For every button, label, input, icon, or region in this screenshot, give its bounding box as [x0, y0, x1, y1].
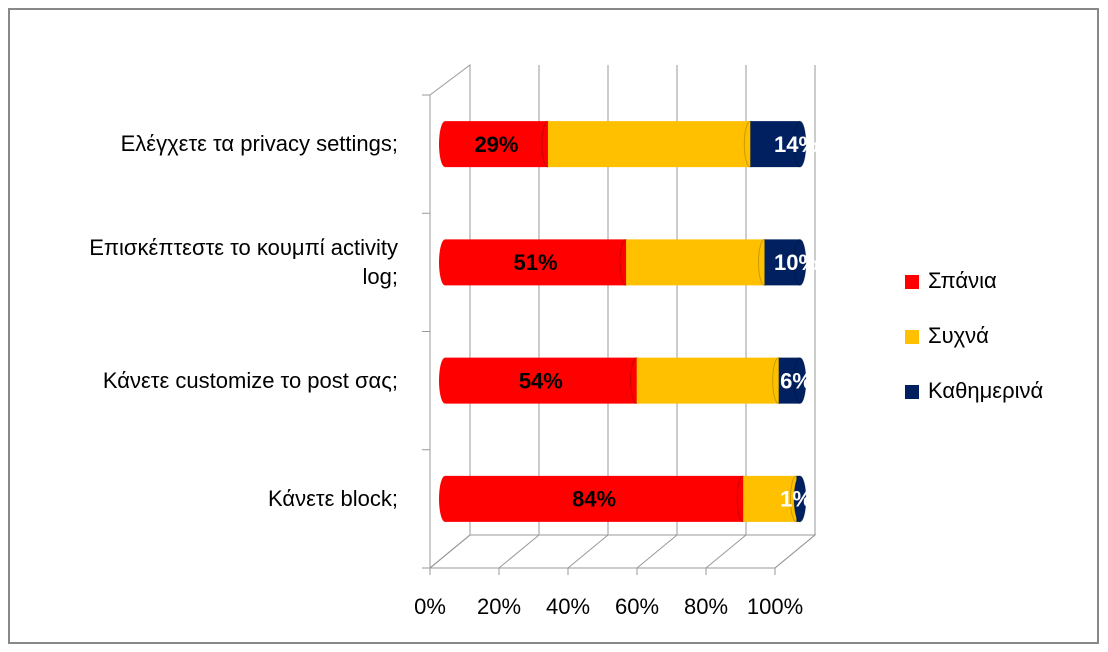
x-tick-label: 40% [546, 594, 590, 619]
x-tick-label: 100% [747, 594, 803, 619]
data-label: 84% [572, 487, 616, 512]
bar-segment [445, 121, 548, 168]
floor-line [498, 534, 540, 569]
data-label: 29% [474, 132, 518, 157]
bar-segment [445, 357, 637, 404]
bar-start-cap [439, 357, 451, 404]
floor-line [636, 534, 678, 569]
bar-cap [793, 120, 807, 168]
floor-line [567, 534, 609, 569]
chart-frame [8, 8, 1099, 644]
bar-segment [445, 475, 744, 522]
floor-line [705, 534, 747, 569]
bar-start-cap [439, 475, 451, 522]
x-tick-label: 80% [684, 594, 728, 619]
legend-label: Καθημερινά [928, 378, 1043, 403]
bar-segment [626, 239, 765, 286]
legend-label: Συχνά [928, 323, 989, 348]
bar-segment [445, 239, 627, 286]
x-tick-label: 60% [615, 594, 659, 619]
bar-cap [793, 238, 807, 286]
bar-segment [636, 357, 779, 404]
category-label: Επισκέπτεστε το κουμπί activity log; [89, 234, 398, 290]
x-tick-label: 0% [414, 594, 446, 619]
category-label: Κάνετε block; [267, 486, 398, 512]
bar-start-cap [439, 239, 451, 286]
category-label: Κάνετε customize το post σας; [102, 367, 398, 393]
bar-segment [750, 121, 800, 168]
floor-line [429, 534, 471, 569]
legend-swatch [905, 275, 919, 289]
legend-label: Σπάνια [928, 268, 997, 293]
bar-cap [793, 475, 807, 523]
legend-swatch [905, 330, 919, 344]
floor-line [774, 534, 816, 569]
data-label: 14% [774, 132, 818, 157]
legend-swatch [905, 385, 919, 399]
bar-segment [547, 121, 751, 168]
data-label: 6% [780, 368, 812, 393]
data-label: 54% [519, 368, 563, 393]
data-label: 1% [780, 487, 812, 512]
bar-segment [743, 475, 797, 522]
bar-cap [793, 357, 807, 405]
category-label: Ελέγχετε τα privacy settings; [120, 131, 398, 157]
data-label: 10% [774, 250, 818, 275]
bar-segment [778, 357, 800, 404]
bar-start-cap [439, 121, 451, 168]
x-tick-label: 20% [477, 594, 521, 619]
data-label: 51% [514, 250, 558, 275]
